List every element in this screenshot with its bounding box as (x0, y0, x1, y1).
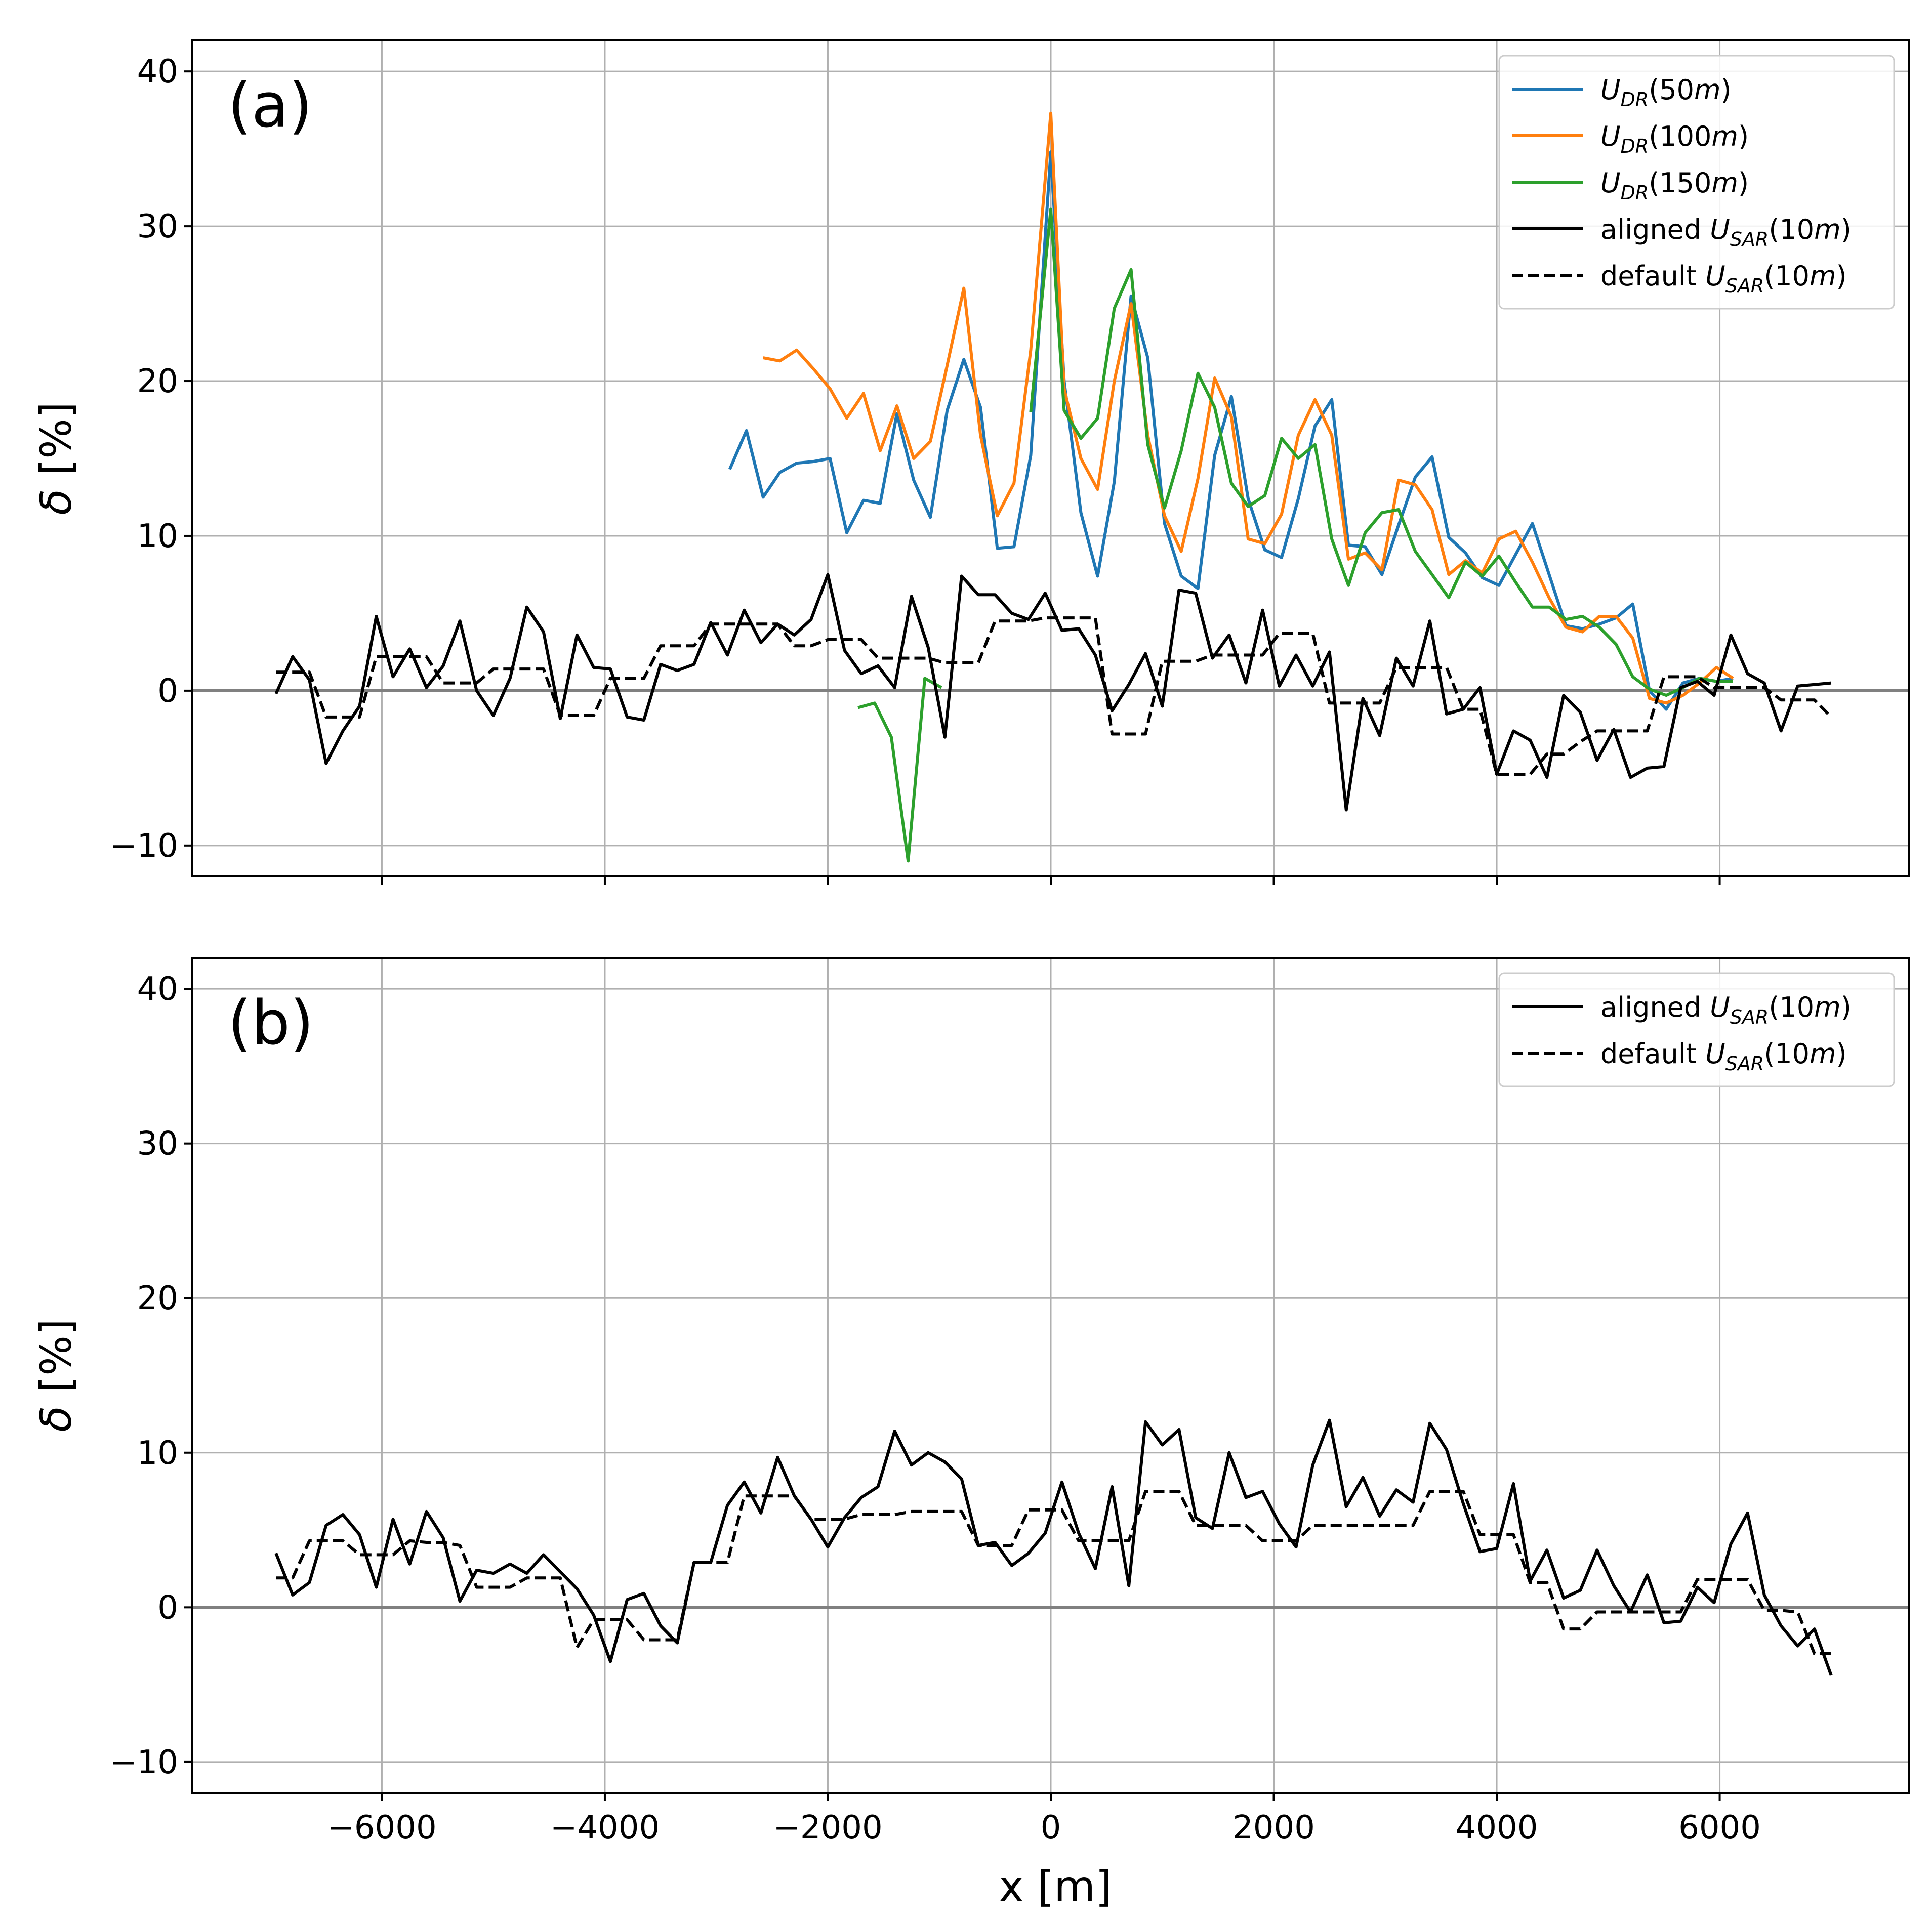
y-tick-label: 30 (137, 208, 178, 245)
legend: UDR(50m) UDR(100m) UDR(150m) aligned USAR(1… (1498, 55, 1895, 310)
y-tick-label: 20 (137, 1280, 178, 1317)
y-axis-label: δ [%] (31, 402, 81, 515)
legend-box (1498, 972, 1895, 1087)
y-tick-label: −10 (110, 1744, 178, 1781)
y-tick-label: 0 (157, 1589, 178, 1626)
x-tick-label: 2000 (1232, 1809, 1315, 1847)
y-axis-label: δ [%] (31, 1319, 81, 1432)
legend-entry-1: UDR(100m) (1600, 120, 1749, 157)
legend-entry-2: UDR(150m) (1600, 167, 1749, 204)
x-tick-label: 0 (1041, 1809, 1061, 1847)
series-line-1 (276, 1490, 1831, 1655)
y-tick-label: 40 (137, 971, 178, 1008)
series-line-3 (274, 573, 1832, 812)
legend-entry-0: aligned USAR(10m) (1600, 991, 1852, 1028)
y-tick-label: −10 (110, 827, 178, 865)
y-tick-label: 10 (137, 518, 178, 555)
y-tick-label: 30 (137, 1125, 178, 1163)
series-line-1 (763, 111, 1734, 705)
panel-label: (b) (228, 988, 314, 1059)
y-tick-label: 10 (137, 1435, 178, 1472)
x-tick-label: 6000 (1678, 1809, 1761, 1847)
legend-entry-0: UDR(50m) (1600, 74, 1732, 111)
legend-entry-1: default USAR(10m) (1600, 1038, 1847, 1075)
y-tick-label: 20 (137, 363, 178, 400)
legend-entry-3: aligned USAR(10m) (1600, 214, 1852, 250)
x-tick-label: 4000 (1456, 1809, 1538, 1847)
x-tick-label: −6000 (327, 1809, 437, 1847)
panel-b: −10 0 10 20 30 40 −6000 −4000 −2000 0 2000 4000 6000… (31, 957, 1910, 1847)
panel-label: (a) (228, 71, 312, 141)
series-line-2 (857, 207, 1733, 863)
series-line-0 (274, 1418, 1833, 1676)
y-tick-label: 0 (157, 673, 178, 710)
legend-box (1498, 55, 1895, 310)
x-tick-label: −4000 (550, 1809, 660, 1847)
legend: aligned USAR(10m) default USAR(10m) (1498, 972, 1895, 1087)
y-tick-label: 40 (137, 53, 178, 91)
legend-entry-4: default USAR(10m) (1600, 260, 1847, 297)
series-line-4 (276, 616, 1832, 776)
x-tick-label: −2000 (773, 1809, 883, 1847)
x-axis-label: x [m] (999, 1862, 1112, 1911)
